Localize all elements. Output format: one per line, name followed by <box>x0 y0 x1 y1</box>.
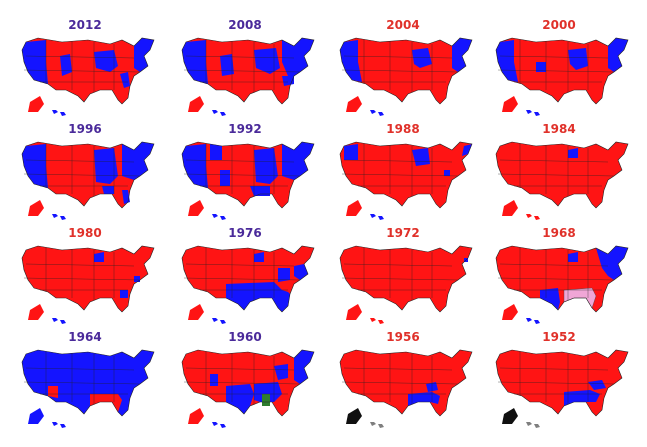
us-map <box>339 37 473 116</box>
year-label: 1992 <box>228 122 262 136</box>
year-label: 2000 <box>542 18 576 32</box>
us-map <box>339 141 473 220</box>
election-map-1964: 1964 <box>10 330 160 430</box>
year-label: 1984 <box>542 122 576 136</box>
us-map <box>339 349 473 428</box>
election-map-1980: 1980 <box>10 226 160 326</box>
year-label: 1976 <box>228 226 262 240</box>
election-map-1956: 1956 <box>328 330 478 430</box>
election-map-1984: 1984 <box>484 122 634 222</box>
us-map <box>181 37 315 116</box>
year-label: 2008 <box>228 18 262 32</box>
election-map-2008: 2008 <box>170 18 320 118</box>
election-map-1992: 1992 <box>170 122 320 222</box>
year-label: 1972 <box>386 226 420 240</box>
election-map-1952: 1952 <box>484 330 634 430</box>
year-label: 1980 <box>68 226 102 240</box>
us-map <box>181 349 315 428</box>
year-label: 1988 <box>386 122 420 136</box>
year-label: 2004 <box>386 18 420 32</box>
us-map <box>21 245 155 324</box>
election-map-1976: 1976 <box>170 226 320 326</box>
election-map-1960: 1960 <box>170 330 320 430</box>
us-map <box>495 349 629 428</box>
us-map <box>181 141 315 220</box>
year-label: 1968 <box>542 226 576 240</box>
year-label: 1964 <box>68 330 102 344</box>
us-map <box>181 245 315 324</box>
us-map <box>21 141 155 220</box>
election-map-1996: 1996 <box>10 122 160 222</box>
us-map <box>21 349 155 428</box>
us-map <box>339 245 473 324</box>
election-map-1968: 1968 <box>484 226 634 326</box>
year-label: 1996 <box>68 122 102 136</box>
year-label: 1960 <box>228 330 262 344</box>
year-label: 1956 <box>386 330 420 344</box>
election-map-1988: 1988 <box>328 122 478 222</box>
us-map <box>495 141 629 220</box>
us-map <box>495 245 629 324</box>
election-map-2004: 2004 <box>328 18 478 118</box>
election-map-1972: 1972 <box>328 226 478 326</box>
election-map-2012: 2012 <box>10 18 160 118</box>
year-label: 1952 <box>542 330 576 344</box>
us-map <box>495 37 629 116</box>
year-label: 2012 <box>68 18 102 32</box>
election-map-2000: 2000 <box>484 18 634 118</box>
us-map <box>21 37 155 116</box>
